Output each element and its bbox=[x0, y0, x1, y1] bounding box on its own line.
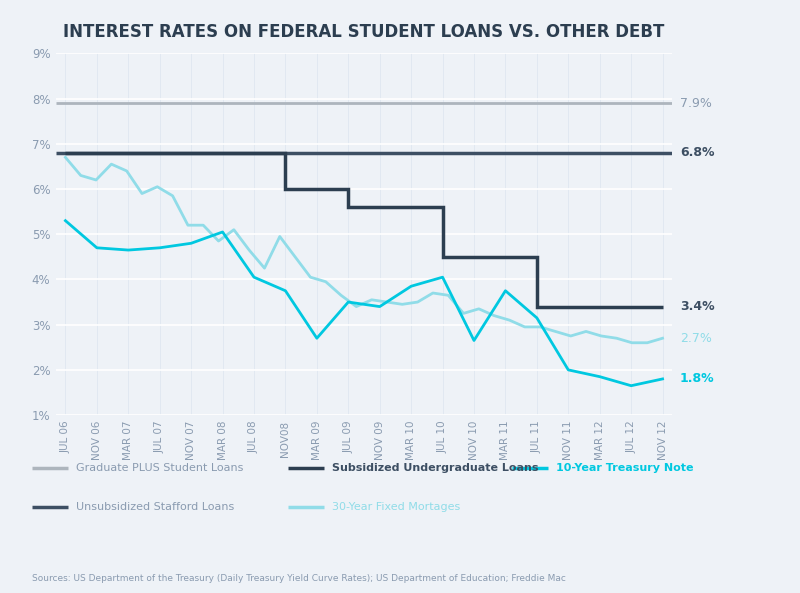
Text: Unsubsidized Stafford Loans: Unsubsidized Stafford Loans bbox=[76, 502, 234, 512]
Text: 6.8%: 6.8% bbox=[680, 146, 714, 160]
Text: 1.8%: 1.8% bbox=[680, 372, 714, 385]
Text: 3.4%: 3.4% bbox=[680, 300, 714, 313]
Text: 30-Year Fixed Mortages: 30-Year Fixed Mortages bbox=[332, 502, 460, 512]
Text: Subsidized Undergraduate Loans: Subsidized Undergraduate Loans bbox=[332, 464, 538, 473]
Title: INTEREST RATES ON FEDERAL STUDENT LOANS VS. OTHER DEBT: INTEREST RATES ON FEDERAL STUDENT LOANS … bbox=[63, 23, 665, 41]
Text: Graduate PLUS Student Loans: Graduate PLUS Student Loans bbox=[76, 464, 243, 473]
Text: 2.7%: 2.7% bbox=[680, 331, 712, 345]
Text: 10-Year Treasury Note: 10-Year Treasury Note bbox=[556, 464, 694, 473]
Text: 7.9%: 7.9% bbox=[680, 97, 712, 110]
Text: Sources: US Department of the Treasury (Daily Treasury Yield Curve Rates); US De: Sources: US Department of the Treasury (… bbox=[32, 574, 566, 583]
